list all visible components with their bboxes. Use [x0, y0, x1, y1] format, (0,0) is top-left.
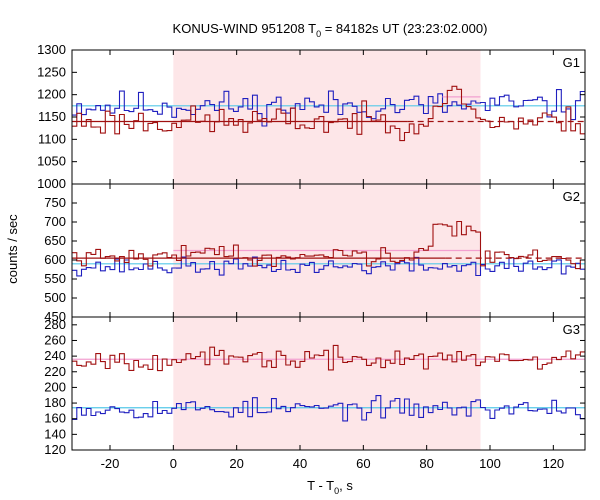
x-axis-label: T - T0, s — [307, 478, 353, 496]
y-tick-label: 600 — [44, 252, 66, 267]
panel-label: G1 — [563, 55, 580, 70]
y-tick-label: 700 — [44, 214, 66, 229]
y-tick-label: 280 — [44, 317, 66, 332]
y-tick-label: 1100 — [38, 131, 66, 146]
x-label-subscript: 0 — [334, 486, 339, 496]
series-line-red — [72, 220, 585, 270]
y-tick-label: 1050 — [37, 154, 66, 169]
y-axis-label: counts / sec — [5, 214, 20, 284]
panel-label: G3 — [563, 322, 580, 337]
series-line-red — [72, 85, 585, 142]
y-tick-label: 240 — [44, 348, 66, 363]
panel-frame — [71, 316, 586, 451]
series-line-red — [72, 344, 585, 372]
y-tick-label: 160 — [44, 411, 66, 426]
y-tick-label: 1200 — [37, 87, 66, 102]
y-tick-label: 1000 — [37, 176, 66, 191]
x-tick-label: 60 — [356, 456, 370, 471]
panel-label: G2 — [563, 189, 580, 204]
y-tick-label: 650 — [44, 233, 66, 248]
plot-area — [72, 85, 585, 142]
x-tick-label: 120 — [542, 456, 564, 471]
x-tick-label: 40 — [293, 456, 307, 471]
chart-title: KONUS-WIND 951208 T0 = 84182s UT (23:23:… — [173, 21, 488, 39]
plot-area — [72, 220, 585, 277]
x-tick-label: 0 — [170, 456, 177, 471]
panels-layer: 1000105011001150120012501300G14505005506… — [37, 42, 586, 471]
panel-g2: 450 500 550 600 650 700 750 G2 — [44, 183, 586, 324]
y-tick-label: 1150 — [38, 109, 66, 124]
y-tick-label: 500 — [44, 290, 66, 305]
y-tick-label: 1300 — [37, 42, 66, 57]
y-tick-label: 450 — [44, 309, 66, 324]
x-tick-label: 20 — [229, 456, 243, 471]
y-tick-label: 200 — [44, 379, 66, 394]
y-tick-label: 220 — [44, 364, 66, 379]
series-line-blue — [72, 89, 585, 127]
y-tick-label: 550 — [44, 271, 66, 286]
y-tick-label: 140 — [44, 426, 66, 441]
panel-g1: 1000 1050 1100 1150 1200 1250 1300 G1 — [37, 42, 586, 191]
series-line-blue — [72, 256, 585, 277]
series-line-blue — [72, 395, 585, 422]
x-tick-label: -20 — [101, 456, 120, 471]
title-subscript: 0 — [316, 29, 321, 39]
y-tick-label: 180 — [44, 395, 66, 410]
x-tick-label: 100 — [479, 456, 501, 471]
y-tick-label: 260 — [44, 332, 66, 347]
y-tick-label: 1250 — [37, 64, 66, 79]
y-tick-label: 120 — [44, 442, 66, 457]
y-tick-label: 750 — [44, 195, 66, 210]
highlight-interval — [173, 317, 481, 450]
plot-area — [72, 344, 585, 422]
x-tick-label: 80 — [419, 456, 433, 471]
